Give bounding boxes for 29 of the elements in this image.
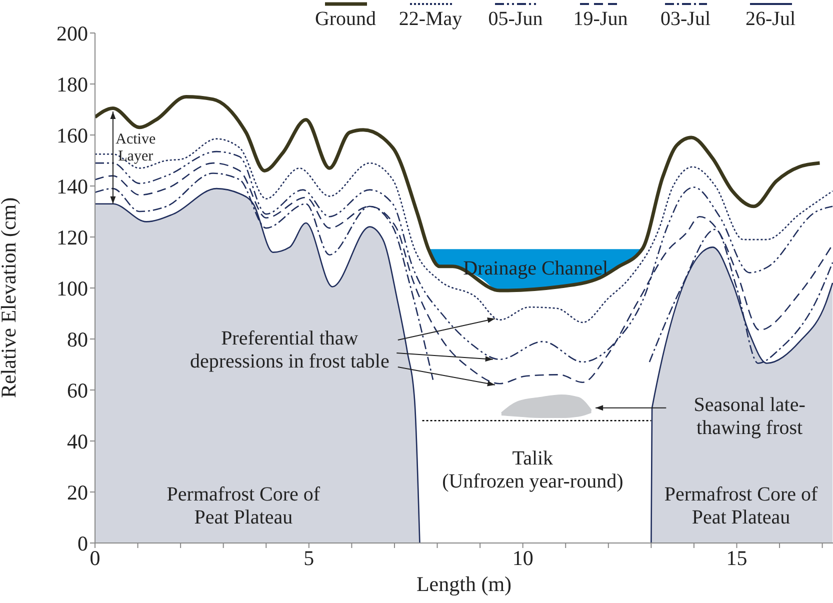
x-tick-label: 10 [512, 546, 534, 570]
x-tick-label: 15 [726, 546, 748, 570]
legend-label: 26-Jul [746, 8, 796, 30]
line-series [95, 95, 822, 292]
y-tick-label: 40 [67, 429, 88, 454]
annotation: Seasonal late- thawing frost [694, 394, 806, 439]
y-tick-label: 200 [56, 21, 88, 46]
y-tick-label: 160 [56, 123, 88, 148]
annotation: Permafrost Core of Peat Plateau [664, 483, 818, 528]
y-tick-label: 120 [56, 225, 88, 250]
y-tick-label: 180 [56, 72, 88, 96]
y-tick-label: 100 [56, 276, 88, 300]
x-axis-title: Length (m) [416, 572, 512, 596]
y-axis-title: Relative Elevation (cm) [0, 197, 20, 398]
annotation: Drainage Channel [463, 258, 609, 280]
legend-label: 03-Jul [660, 8, 710, 30]
annotation: Talik (Unfrozen year-round) [442, 448, 624, 493]
y-tick-label: 80 [67, 327, 88, 352]
y-tick-label: 60 [67, 378, 88, 402]
annotation: Active Layer [116, 131, 156, 164]
legend-label: 05-Jun [488, 8, 543, 30]
y-tick-label: 20 [67, 480, 88, 504]
annotation: Permafrost Core of Peat Plateau [166, 483, 320, 528]
x-tick-label: 5 [304, 546, 314, 570]
annotation: Preferential thaw depressions in frost table [190, 328, 390, 373]
legend-label: Ground [314, 8, 376, 30]
y-tick-label: 140 [56, 174, 88, 198]
legend-label: 19-Jun [573, 8, 628, 30]
legend-label: 22-May [398, 8, 462, 30]
